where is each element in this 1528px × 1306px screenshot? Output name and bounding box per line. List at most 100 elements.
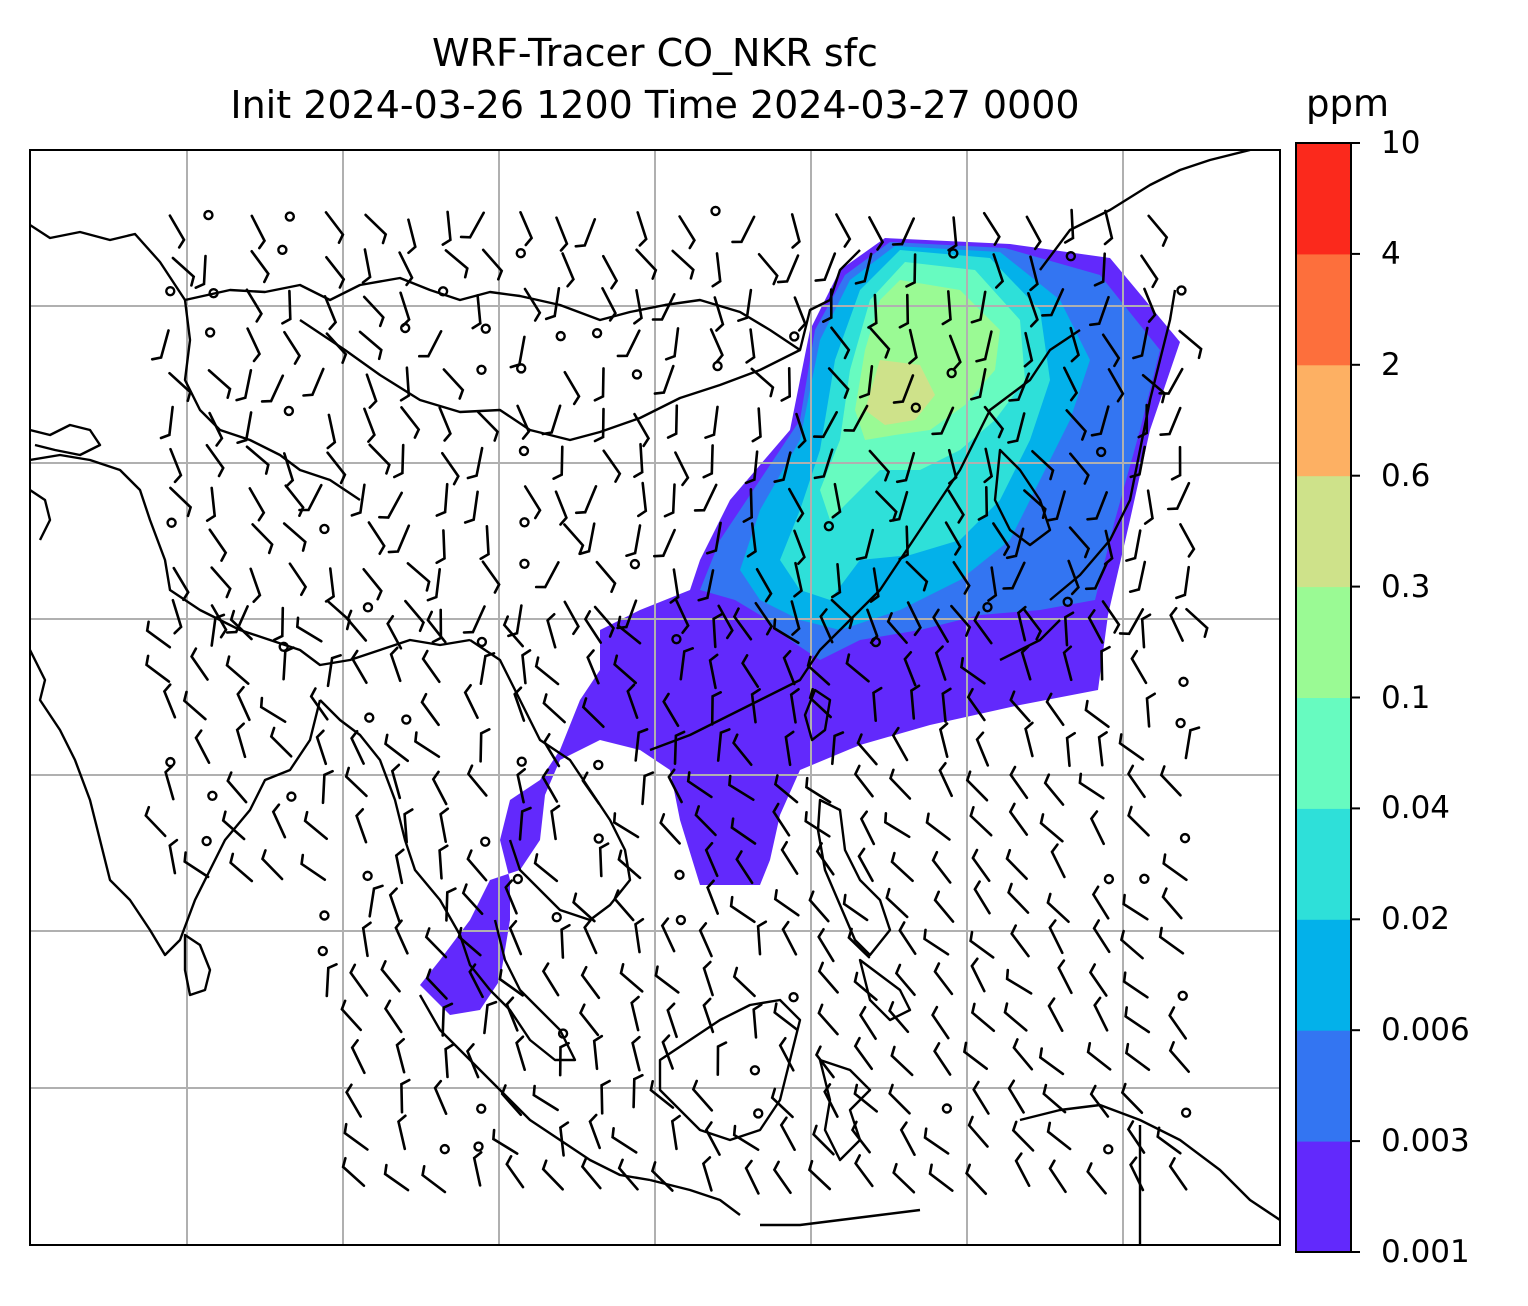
wind-barb	[933, 890, 955, 923]
wind-barb	[226, 771, 248, 804]
wind-barb	[509, 335, 526, 369]
wind-barb	[368, 884, 384, 918]
wind-barb	[583, 919, 598, 955]
wind-barb	[891, 217, 915, 246]
wind-barb	[778, 1036, 795, 1072]
wind-barb	[1093, 996, 1109, 1032]
wind-barb	[1009, 690, 1031, 723]
calm-wind-marker	[1139, 873, 1150, 884]
wind-barb	[463, 684, 479, 719]
calm-wind-marker	[284, 211, 296, 222]
wind-barb	[462, 605, 486, 634]
wind-barb	[1132, 326, 1149, 360]
wind-barb	[712, 613, 723, 649]
wind-barb	[1119, 929, 1144, 960]
wind-barb	[814, 1045, 835, 1079]
wind-barb	[235, 369, 253, 402]
wind-barb	[229, 609, 253, 641]
wind-barb	[706, 521, 722, 555]
wind-barb	[746, 522, 757, 558]
wind-barb	[1097, 731, 1108, 767]
wind-barb	[1158, 367, 1184, 395]
wind-barb	[479, 728, 491, 763]
wind-barb	[679, 647, 694, 681]
wind-barb	[1007, 1079, 1025, 1114]
wind-barb	[574, 218, 597, 248]
wind-barb	[533, 853, 559, 883]
wind-barb	[890, 1045, 914, 1077]
wind-barb	[654, 965, 680, 994]
wind-barb	[772, 618, 800, 645]
colorbar-segment	[1296, 1030, 1351, 1142]
wind-barb	[340, 999, 362, 1032]
wind-barb	[969, 806, 993, 837]
wind-barb	[1007, 412, 1026, 444]
wind-barb	[1122, 971, 1149, 999]
wind-barb	[867, 293, 878, 329]
wind-barb	[363, 407, 376, 443]
wind-barb	[583, 610, 602, 644]
wind-barb	[400, 1078, 411, 1114]
wind-barb	[1041, 288, 1065, 317]
wind-barb	[457, 926, 482, 957]
wind-barb	[325, 963, 338, 998]
wind-barb	[1118, 608, 1145, 636]
wind-barb	[744, 450, 759, 485]
wind-barb	[546, 613, 557, 649]
wind-barb	[925, 812, 951, 841]
wind-barb	[361, 921, 372, 958]
wind-barb	[701, 1156, 713, 1192]
wind-barb	[1012, 1038, 1034, 1071]
wind-barbs	[144, 205, 1209, 1195]
wind-barb	[431, 770, 448, 806]
wind-barb	[1140, 613, 1152, 649]
wind-barb	[282, 646, 295, 681]
wind-barb	[1100, 645, 1111, 681]
wind-barb	[1063, 208, 1075, 244]
wind-barb	[420, 692, 440, 727]
calm-wind-marker	[674, 869, 685, 881]
wind-barb	[1084, 561, 1109, 591]
wind-barb	[1162, 853, 1188, 882]
wind-barb	[1175, 565, 1190, 600]
wind-barb	[890, 851, 914, 883]
wind-barb	[732, 607, 753, 641]
wind-barb	[521, 649, 532, 685]
wind-barb	[1008, 802, 1029, 836]
wind-barb	[171, 598, 183, 635]
calm-wind-marker	[593, 833, 604, 844]
wind-barb	[729, 895, 756, 924]
wind-barb	[492, 1128, 519, 1155]
calm-wind-marker	[629, 558, 641, 570]
calm-wind-marker	[518, 445, 530, 457]
wind-barb	[1068, 526, 1091, 559]
wind-barb	[601, 287, 617, 322]
calm-wind-marker	[277, 244, 288, 256]
wind-barb	[944, 521, 962, 556]
wind-barb	[667, 768, 683, 804]
wind-barb	[282, 522, 307, 552]
calm-wind-marker	[207, 790, 218, 802]
wind-barb	[970, 290, 987, 324]
wind-barb	[933, 962, 954, 996]
wind-barb	[641, 771, 655, 806]
wind-barb	[1137, 403, 1149, 439]
wind-barb	[586, 649, 600, 685]
wind-barb	[977, 486, 989, 521]
wind-barb	[1002, 561, 1026, 590]
wind-barb	[859, 810, 876, 846]
wind-barb	[194, 254, 207, 289]
wind-barb	[145, 620, 172, 649]
wind-barb	[365, 373, 378, 409]
wind-barb	[831, 731, 845, 766]
wind-barb	[324, 567, 335, 603]
wind-barb	[560, 923, 571, 959]
wind-barb	[534, 561, 560, 589]
wind-barb	[853, 971, 878, 1001]
wind-barb	[732, 1124, 760, 1151]
wind-barb	[952, 561, 971, 595]
colorbar-unit-label: ppm	[1306, 82, 1390, 125]
wind-barb	[1086, 491, 1108, 521]
wind-barb	[789, 688, 800, 724]
calm-wind-marker	[480, 323, 491, 334]
